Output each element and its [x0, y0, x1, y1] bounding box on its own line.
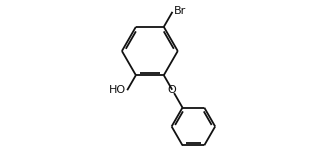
Text: O: O [168, 85, 177, 95]
Text: HO: HO [109, 85, 126, 95]
Text: Br: Br [174, 6, 186, 16]
